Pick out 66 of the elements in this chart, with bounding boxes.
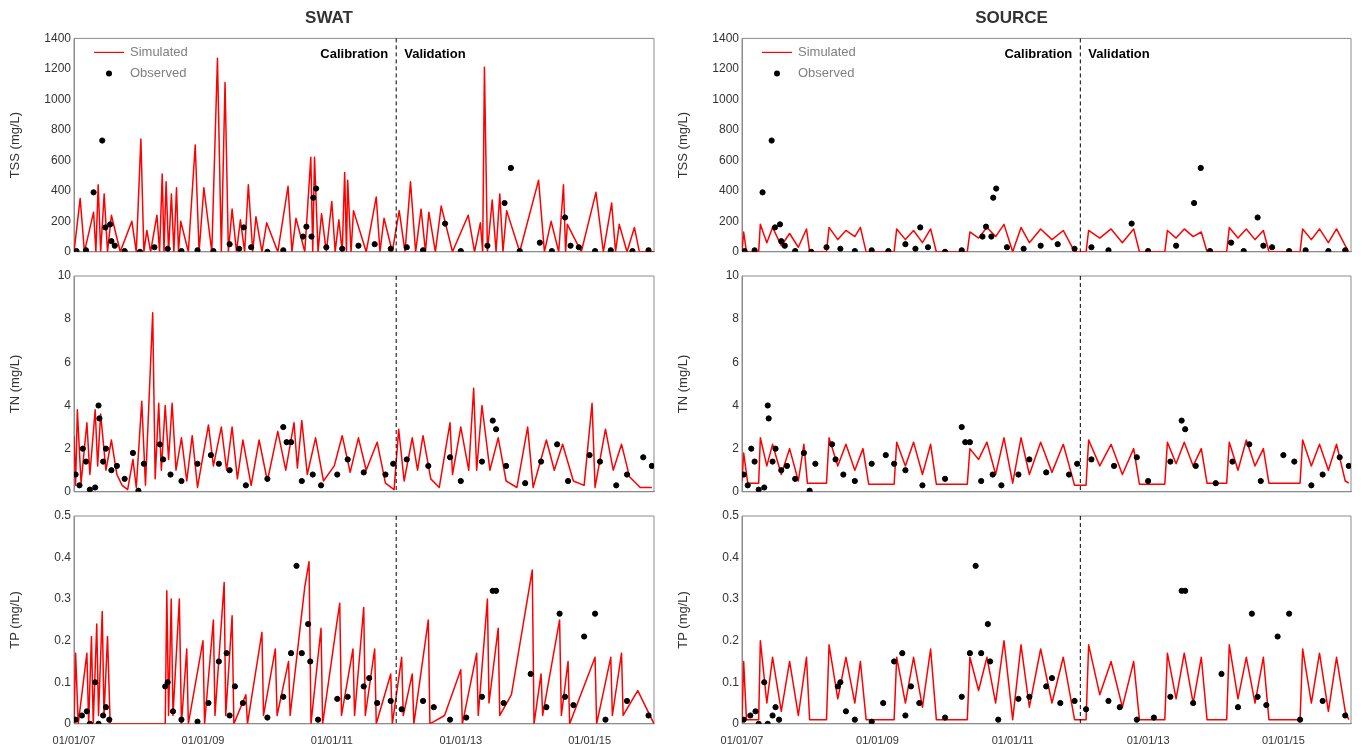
y-axis-title: TP (mg/L) [675, 591, 691, 649]
y-tick-label: 4 [732, 397, 740, 412]
y-tick-label: 10 [725, 268, 740, 283]
x-tick-label: 01/01/15 [568, 734, 612, 747]
y-tick-label: 0 [64, 716, 72, 731]
x-tick-label: 01/01/13 [439, 734, 483, 747]
y-tick-label: 800 [718, 122, 740, 137]
y-tick-label: 1400 [712, 30, 740, 45]
y-tick-label: 0.1 [722, 674, 740, 689]
y-axis-title: TSS (mg/L) [675, 111, 691, 179]
y-tick-label: 0 [732, 716, 740, 731]
annotation: Calibration [1004, 45, 1073, 61]
y-tick-label: 0.4 [722, 549, 740, 564]
y-tick-label: 1400 [44, 30, 72, 45]
y-tick-label: 2 [64, 440, 72, 455]
y-tick-label: 0.5 [722, 508, 740, 523]
y-tick-label: 0.3 [722, 591, 740, 606]
y-tick-label: 1200 [712, 61, 740, 76]
y-tick-label: 8 [732, 311, 740, 326]
x-tick-label: 01/01/11 [310, 734, 353, 747]
chart-title: SWAT [305, 7, 354, 27]
y-tick-label: 400 [50, 183, 72, 198]
x-tick-label: 01/01/11 [991, 734, 1034, 747]
y-tick-label: 0.5 [54, 508, 72, 523]
y-tick-label: 0 [732, 484, 740, 499]
y-tick-label: 1000 [44, 91, 72, 106]
x-tick-label: 01/01/07 [52, 734, 96, 747]
y-tick-label: 200 [718, 213, 740, 228]
y-tick-label: 0.2 [54, 632, 72, 647]
y-tick-label: 1200 [44, 61, 72, 76]
y-axis-title: TSS (mg/L) [7, 111, 23, 179]
y-tick-label: 0 [732, 244, 740, 259]
annotation: Calibration [320, 45, 389, 61]
y-tick-label: 0.3 [54, 591, 72, 606]
y-tick-label: 6 [64, 354, 72, 369]
y-tick-label: 4 [64, 397, 72, 412]
y-tick-label: 0.4 [54, 549, 72, 564]
y-tick-label: 200 [50, 213, 72, 228]
y-axis-title: TN (mg/L) [7, 354, 23, 414]
y-tick-label: 400 [718, 183, 740, 198]
y-tick-label: 600 [50, 152, 72, 167]
chart-title: SOURCE [975, 7, 1048, 27]
x-tick-label: 01/01/13 [1126, 734, 1170, 747]
y-axis-title: TN (mg/L) [675, 354, 691, 414]
y-tick-label: 0.1 [54, 674, 72, 689]
y-tick-label: 1000 [712, 91, 740, 106]
legend-label: Observed [798, 64, 855, 80]
y-tick-label: 0 [64, 244, 72, 259]
y-tick-label: 0 [64, 484, 72, 499]
x-tick-label: 01/01/09 [856, 734, 899, 747]
annotation: Validation [404, 45, 466, 61]
y-tick-label: 6 [732, 354, 740, 369]
legend-label: Simulated [130, 43, 188, 59]
x-tick-label: 01/01/07 [720, 734, 764, 747]
y-tick-label: 600 [718, 152, 740, 167]
legend-label: Observed [130, 64, 187, 80]
y-axis-title: TP (mg/L) [7, 591, 23, 649]
x-tick-label: 01/01/15 [1261, 734, 1305, 747]
y-tick-label: 0.2 [722, 632, 740, 647]
y-tick-label: 800 [50, 122, 72, 137]
x-tick-label: 01/01/09 [181, 734, 225, 747]
legend-label: Simulated [798, 43, 856, 59]
annotation: Validation [1088, 45, 1150, 61]
y-tick-label: 10 [57, 268, 72, 283]
y-tick-label: 8 [64, 311, 72, 326]
y-tick-label: 2 [732, 440, 740, 455]
